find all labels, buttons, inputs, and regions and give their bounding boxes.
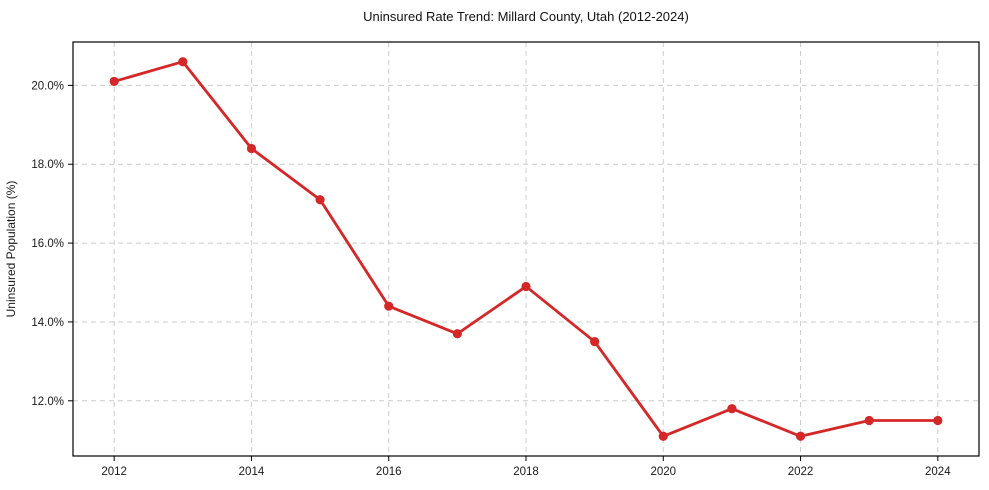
x-tick-label: 2012 [101,466,127,478]
data-point [246,143,257,154]
data-point [178,57,188,67]
grid-layer [73,42,979,456]
y-axis-label: Uninsured Population (%) [4,181,18,318]
y-tick-label: 20.0% [31,80,64,92]
data-point [727,404,737,414]
data-point [452,329,462,339]
series-layer [109,57,943,441]
data-point [590,337,600,347]
x-tick-label: 2016 [376,466,402,478]
x-tick-label: 2014 [239,466,265,478]
data-point [521,281,531,292]
x-tick-label: 2020 [650,466,676,478]
x-tick-label: 2024 [925,466,951,478]
data-point [315,195,325,205]
y-tick-label: 14.0% [31,317,64,329]
data-point [658,431,668,441]
data-point [795,431,806,441]
x-tick-label: 2022 [788,466,814,478]
data-point [933,415,943,426]
chart-title: Uninsured Rate Trend: Millard County, Ut… [363,9,689,24]
x-tick-label: 2018 [513,466,539,478]
data-point [864,415,874,426]
data-point [109,76,119,87]
axis-layer: 2012 2014 2016 2018 2020 2022 2024 12.0% 14.0% 16… [31,41,980,478]
y-tick-label: 16.0% [31,238,64,250]
data-point [384,301,394,311]
y-tick-label: 12.0% [31,396,64,408]
y-tick-label: 18.0% [31,159,64,171]
